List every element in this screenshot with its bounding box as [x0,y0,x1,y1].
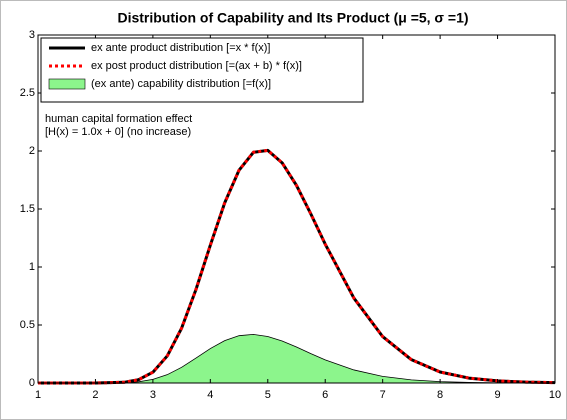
legend-swatch [48,78,86,90]
y-tick-label: 1 [29,261,35,273]
y-tick-label: 2.5 [20,87,35,99]
legend-box [40,37,364,103]
chart-title: Distribution of Capability and Its Produ… [117,10,468,26]
x-tick-label: 2 [92,389,98,401]
line [38,148,556,385]
x-tick-label: 5 [265,389,271,401]
x-tick-label: 9 [494,389,500,401]
x-tick-label: 1 [35,389,41,401]
area [37,333,556,384]
x-tick-label: 4 [207,389,213,401]
x-tick-label: 6 [322,389,328,401]
x-tick-label: 8 [437,389,443,401]
y-tick-label: 2 [29,145,35,157]
legend: ex ante product distribution [=x * f(x)]… [40,37,364,103]
y-tick-label: 3 [29,29,35,41]
y-tick-label: 0 [29,377,35,389]
annotation: human capital formation effect [45,113,192,125]
y-tick-label: 0.5 [20,319,35,331]
annotation: [H(x) = 1.0x + 0] (no increase) [45,126,191,138]
x-tick-label: 10 [549,389,561,401]
x-tick-label: 3 [150,389,156,401]
y-tick-label: 1.5 [20,203,35,215]
x-tick-label: 7 [380,389,386,401]
legend-label: ex post product distribution [=(ax + b) … [91,60,302,72]
legend-label: ex ante product distribution [=x * f(x)] [91,42,270,54]
legend-label: (ex ante) capability distribution [=f(x)… [91,78,271,90]
